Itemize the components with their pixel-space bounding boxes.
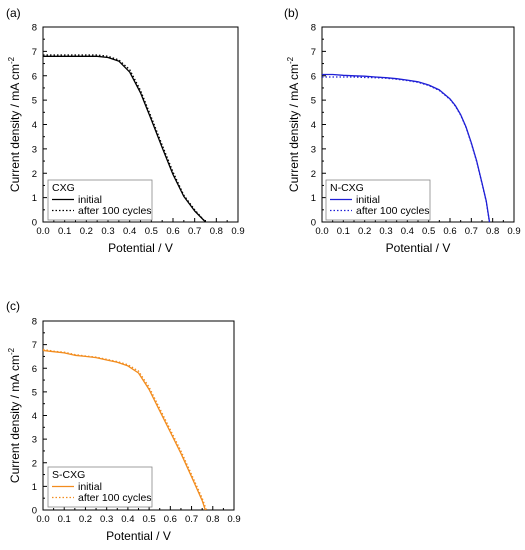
legend-entry: after 100 cycles bbox=[78, 205, 152, 217]
legend-title: CXG bbox=[52, 182, 75, 194]
legend-entry: initial bbox=[78, 194, 102, 206]
x-tick-label: 0.7 bbox=[465, 226, 478, 237]
y-tick-label: 3 bbox=[32, 435, 37, 446]
x-tick-label: 0.7 bbox=[188, 226, 201, 237]
x-axis-label: Potential / V bbox=[106, 529, 171, 543]
legend-entry: initial bbox=[356, 194, 380, 206]
y-tick-label: 6 bbox=[311, 71, 316, 82]
x-tick-label: 0.5 bbox=[143, 514, 156, 525]
x-tick-label: 0.1 bbox=[337, 226, 350, 237]
legend-title: N-CXG bbox=[330, 182, 364, 194]
x-tick-label: 0.5 bbox=[422, 226, 435, 237]
x-tick-label: 0.8 bbox=[210, 226, 223, 237]
y-tick-label: 0 bbox=[32, 218, 37, 229]
y-tick-label: 1 bbox=[311, 193, 316, 204]
y-tick-label: 1 bbox=[32, 193, 37, 204]
x-tick-label: 0.7 bbox=[185, 514, 198, 525]
y-axis-label: Current density / mA cm-2 bbox=[7, 56, 22, 192]
x-tick-label: 0.4 bbox=[123, 226, 136, 237]
y-tick-label: 8 bbox=[32, 317, 37, 328]
legend-title: S-CXG bbox=[52, 469, 85, 481]
y-tick-label: 0 bbox=[311, 218, 316, 229]
y-tick-label: 2 bbox=[32, 169, 37, 180]
y-tick-label: 2 bbox=[311, 169, 316, 180]
y-tick-label: 1 bbox=[32, 482, 37, 493]
y-tick-label: 5 bbox=[32, 387, 37, 398]
x-axis-label: Potential / V bbox=[108, 241, 173, 255]
y-tick-label: 8 bbox=[311, 23, 316, 34]
y-tick-label: 6 bbox=[32, 71, 37, 82]
x-tick-label: 0.9 bbox=[507, 226, 520, 237]
y-tick-label: 5 bbox=[311, 96, 316, 107]
y-tick-label: 6 bbox=[32, 364, 37, 375]
y-tick-label: 4 bbox=[32, 120, 37, 131]
legend-entry: after 100 cycles bbox=[356, 205, 430, 217]
y-tick-label: 7 bbox=[32, 340, 37, 351]
x-tick-label: 0.1 bbox=[58, 514, 71, 525]
y-tick-label: 0 bbox=[32, 506, 37, 517]
y-tick-label: 4 bbox=[32, 411, 37, 422]
x-tick-label: 0.0 bbox=[315, 226, 328, 237]
x-tick-label: 0.2 bbox=[358, 226, 371, 237]
y-tick-label: 8 bbox=[32, 23, 37, 34]
series-line-initial bbox=[43, 55, 206, 223]
x-tick-label: 0.2 bbox=[79, 514, 92, 525]
y-tick-label: 3 bbox=[311, 144, 316, 155]
series-line-initial bbox=[322, 73, 491, 223]
x-tick-label: 0.6 bbox=[166, 226, 179, 237]
x-tick-label: 0.3 bbox=[379, 226, 392, 237]
y-axis-label: Current density / mA cm-2 bbox=[7, 347, 22, 483]
series-line-after-100-cycles bbox=[42, 348, 208, 511]
panel-3: (c) 0.0 0.1 0.2 0.3 0.4 0.5 0.6 0.7 0.8 0.9 0 1 2 3 4 5 6… bbox=[6, 299, 241, 543]
x-tick-label: 0.4 bbox=[121, 514, 134, 525]
series-line-after-100-cycles bbox=[322, 76, 491, 223]
x-tick-label: 0.0 bbox=[36, 514, 49, 525]
x-tick-label: 0.1 bbox=[58, 226, 71, 237]
panel-label: (a) bbox=[6, 6, 21, 20]
x-axis-label: Potential / V bbox=[386, 241, 451, 255]
y-tick-label: 7 bbox=[32, 47, 37, 58]
y-tick-label: 2 bbox=[32, 458, 37, 469]
series-line-initial bbox=[42, 349, 206, 511]
y-tick-label: 7 bbox=[311, 47, 316, 58]
x-tick-label: 0.2 bbox=[80, 226, 93, 237]
y-tick-label: 4 bbox=[311, 120, 316, 131]
x-tick-label: 0.3 bbox=[100, 514, 113, 525]
x-tick-label: 0.8 bbox=[486, 226, 499, 237]
x-tick-label: 0.4 bbox=[401, 226, 414, 237]
x-tick-label: 0.6 bbox=[164, 514, 177, 525]
legend-entry: after 100 cycles bbox=[78, 492, 152, 504]
x-tick-label: 0.8 bbox=[206, 514, 219, 525]
y-tick-label: 3 bbox=[32, 144, 37, 155]
panel-2: (b) 0.0 0.1 0.2 0.3 0.4 0.5 0.6 0.7 0.8 0.9 0 1 2 3 4 5 6… bbox=[284, 6, 521, 255]
x-tick-label: 0.3 bbox=[101, 226, 114, 237]
panel-label: (c) bbox=[6, 299, 20, 313]
x-tick-label: 0.9 bbox=[227, 514, 240, 525]
panel-1: (a) 0.0 0.1 0.2 0.3 0.4 0.5 0.6 0.7 0.8 0.9 0 1 2 3 4 5 6… bbox=[6, 6, 245, 255]
y-tick-label: 5 bbox=[32, 96, 37, 107]
legend-entry: initial bbox=[78, 481, 102, 493]
x-tick-label: 0.6 bbox=[443, 226, 456, 237]
y-axis-label: Current density / mA cm-2 bbox=[286, 56, 301, 192]
x-tick-label: 0.5 bbox=[145, 226, 158, 237]
x-tick-label: 0.0 bbox=[36, 226, 49, 237]
x-tick-label: 0.9 bbox=[231, 226, 244, 237]
panel-label: (b) bbox=[284, 6, 299, 20]
